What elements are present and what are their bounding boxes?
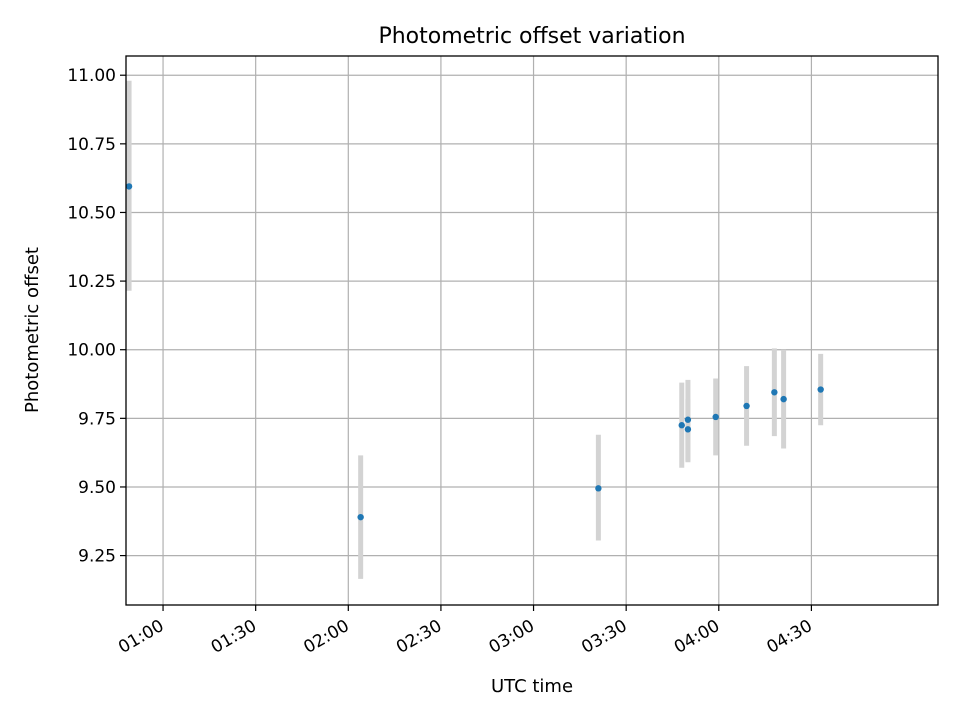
data-point: [125, 183, 133, 190]
data-point: [780, 395, 787, 403]
data-point: [357, 513, 364, 521]
y-axis-label: Photometric offset: [22, 247, 43, 413]
plot-frame: [125, 55, 939, 606]
y-axis-ticks: 9.25 9.50 9.75 10.00 10.25 10.50 10.75 11.00: [67, 66, 126, 567]
data-point: [678, 422, 685, 429]
y-tick-label: 10.00: [67, 341, 116, 361]
data-point: [684, 416, 692, 423]
data-point: [595, 485, 602, 492]
x-axis-label: UTC time: [491, 676, 573, 697]
y-tick-label: 9.50: [78, 478, 116, 498]
data-point: [817, 386, 824, 393]
data-point: [771, 389, 778, 396]
y-tick-label: 10.75: [67, 135, 116, 155]
chart-title: Photometric offset variation: [378, 24, 685, 49]
data-point: [743, 402, 750, 410]
y-tick-label: 9.25: [78, 547, 116, 567]
data-point: [712, 413, 719, 421]
y-tick-label: 10.25: [67, 272, 116, 292]
y-tick-label: 11.00: [67, 66, 116, 86]
y-tick-label: 10.50: [67, 203, 116, 223]
data-point: [684, 426, 692, 433]
grid: [126, 56, 938, 605]
y-tick-label: 9.75: [78, 409, 116, 429]
data-points: [125, 183, 824, 521]
